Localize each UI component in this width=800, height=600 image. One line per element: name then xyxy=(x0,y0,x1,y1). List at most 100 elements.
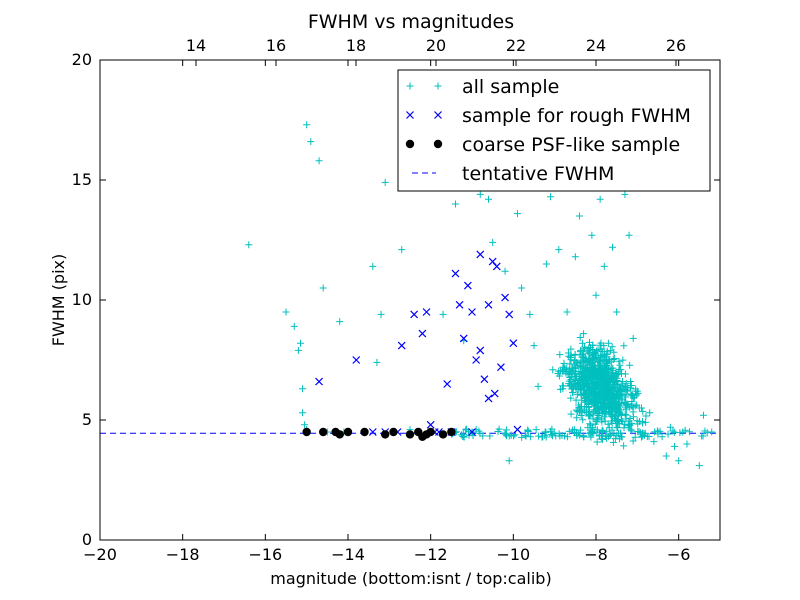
all-sample-point xyxy=(590,391,598,399)
psf-like-point xyxy=(360,427,369,437)
all-sample-point xyxy=(621,190,629,198)
all-sample-point xyxy=(629,394,637,402)
all-sample-point xyxy=(373,358,381,366)
all-sample-point xyxy=(462,426,470,434)
all-sample-point xyxy=(567,345,575,353)
all-sample-point xyxy=(460,433,468,441)
all-sample-point xyxy=(610,389,618,397)
all-sample-point xyxy=(605,433,613,441)
all-sample-point xyxy=(282,308,290,316)
all-sample-point xyxy=(572,406,580,414)
bottom-x-tick-label: −12 xyxy=(414,545,448,564)
legend-label: tentative FWHM xyxy=(462,163,614,185)
all-sample-point xyxy=(695,462,703,470)
rough-fwhm-point xyxy=(476,346,485,355)
all-sample-point xyxy=(593,438,601,446)
bottom-x-tick-label: −16 xyxy=(248,545,282,564)
all-sample-point xyxy=(598,394,606,402)
rough-fwhm-point xyxy=(443,380,452,388)
legend-label: all sample xyxy=(462,76,559,98)
bottom-x-tick-label: −14 xyxy=(331,545,365,564)
all-sample-point xyxy=(636,429,644,437)
all-sample-point xyxy=(580,330,588,338)
rough-fwhm-point xyxy=(484,300,493,309)
all-sample-point xyxy=(604,360,612,368)
all-sample-point xyxy=(294,346,302,354)
rough-fwhm-point xyxy=(397,341,406,350)
all-sample-point xyxy=(502,426,510,434)
rough-fwhm-point xyxy=(426,420,435,429)
all-sample-point xyxy=(336,318,344,326)
all-sample-point xyxy=(617,399,625,407)
all-sample-point xyxy=(547,427,555,435)
all-sample-point xyxy=(633,391,641,399)
all-sample-point xyxy=(559,385,567,393)
psf-like-point xyxy=(335,430,344,439)
top-x-tick-label: 26 xyxy=(666,36,686,55)
all-sample-point xyxy=(578,403,586,411)
all-sample-point xyxy=(608,407,616,415)
all-sample-point xyxy=(398,246,406,254)
psf-like-point xyxy=(319,427,328,437)
all-sample-point xyxy=(581,391,589,399)
all-sample-point xyxy=(600,376,608,384)
all-sample-point xyxy=(296,339,304,347)
all-sample-point xyxy=(633,417,641,425)
y-tick-label: 15 xyxy=(72,170,92,189)
all-sample-point xyxy=(588,231,596,239)
all-sample-point xyxy=(625,231,633,239)
all-sample-point xyxy=(605,365,613,373)
all-sample-point xyxy=(577,411,585,419)
all-sample-point xyxy=(592,383,600,391)
all-sample-point xyxy=(675,457,683,465)
all-sample-point xyxy=(645,432,653,440)
rough-fwhm-point xyxy=(468,308,476,316)
rough-fwhm-point xyxy=(490,389,499,398)
all-sample-point xyxy=(646,409,654,417)
all-sample-point xyxy=(502,430,510,438)
all-sample-point xyxy=(568,426,576,434)
all-sample-point xyxy=(598,406,606,414)
y-tick-label: 20 xyxy=(72,50,92,69)
all-sample-point xyxy=(596,195,604,203)
all-sample-point xyxy=(572,396,580,404)
all-sample-point xyxy=(299,409,307,417)
all-sample-point xyxy=(576,359,584,367)
all-sample-point xyxy=(535,432,543,440)
all-sample-point xyxy=(596,372,604,380)
all-sample-point xyxy=(597,345,605,353)
top-x-tick-label: 24 xyxy=(586,36,606,55)
all-sample-point xyxy=(485,195,493,203)
rough-fwhm-point xyxy=(468,428,476,436)
all-sample-point xyxy=(507,431,515,439)
all-sample-point xyxy=(590,399,598,407)
all-sample-point xyxy=(679,428,687,436)
all-sample-point xyxy=(576,334,584,342)
top-x-tick-label: 22 xyxy=(506,36,526,55)
rough-fwhm-point xyxy=(451,269,460,278)
series-dot xyxy=(302,427,456,441)
psf-like-point xyxy=(426,427,435,437)
top-x-tick-label: 16 xyxy=(266,36,286,55)
all-sample-point xyxy=(542,428,550,436)
all-sample-point xyxy=(662,452,670,460)
all-sample-point xyxy=(459,432,467,440)
all-sample-point xyxy=(584,368,592,376)
all-sample-point xyxy=(307,138,315,146)
all-sample-point xyxy=(555,372,563,380)
all-sample-point xyxy=(518,284,526,292)
all-sample-point xyxy=(563,433,571,441)
all-sample-point xyxy=(606,431,614,439)
all-sample-point xyxy=(315,157,323,165)
all-sample-point xyxy=(578,339,586,347)
all-sample-point xyxy=(439,310,447,318)
all-sample-point xyxy=(617,406,625,414)
all-sample-point xyxy=(708,428,716,436)
psf-like-point xyxy=(302,427,311,437)
all-sample-point xyxy=(542,260,550,268)
all-sample-point xyxy=(588,377,596,385)
all-sample-point xyxy=(588,425,596,433)
all-sample-point xyxy=(524,427,532,435)
all-sample-point xyxy=(579,353,587,361)
all-sample-point xyxy=(575,401,583,409)
